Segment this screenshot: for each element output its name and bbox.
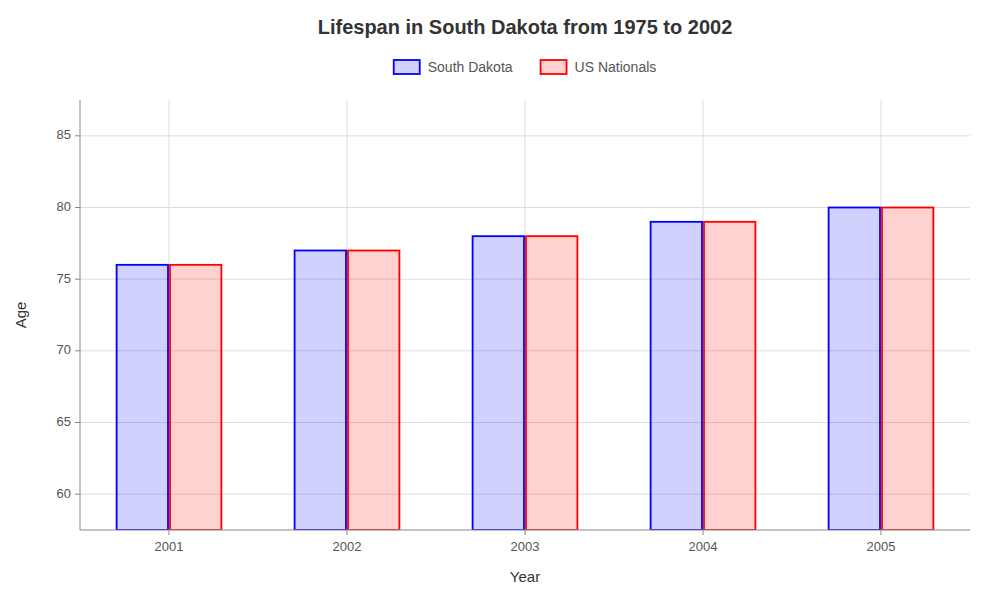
page: {"chart_data": {"type": "bar", "title": … <box>0 0 1000 600</box>
x-tick <box>169 530 170 535</box>
y-tick <box>75 279 80 280</box>
legend-label: US Nationals <box>575 59 657 75</box>
x-tick-label: 2001 <box>155 539 184 554</box>
x-axis: 2001 2002 2003 2004 2005 <box>155 530 896 554</box>
y-tick <box>75 494 80 495</box>
bars <box>117 208 934 531</box>
bar <box>704 222 755 530</box>
y-tick <box>75 422 80 423</box>
y-tick <box>75 135 80 136</box>
x-tick-label: 2003 <box>511 539 540 554</box>
y-tick-label: 85 <box>57 127 71 142</box>
grid <box>80 100 970 530</box>
x-tick-label: 2004 <box>689 539 718 554</box>
y-tick-label: 60 <box>57 486 71 501</box>
chart-container: 60 65 70 75 80 85 2001 2002 2003 2004 2005 Year Age L… <box>0 0 1000 600</box>
bar <box>526 236 577 530</box>
legend: South Dakota US Nationals <box>394 59 657 75</box>
x-tick-label: 2005 <box>867 539 896 554</box>
x-tick <box>347 530 348 535</box>
y-tick <box>75 350 80 351</box>
x-tick-label: 2002 <box>333 539 362 554</box>
title: Lifespan in South Dakota from 1975 to 20… <box>318 16 733 38</box>
bar <box>348 251 399 531</box>
bar <box>295 251 346 531</box>
y-axis-line <box>80 100 81 530</box>
y-axis: 60 65 70 75 80 85 <box>57 127 80 500</box>
bar <box>882 208 933 531</box>
y-tick-label: 70 <box>57 342 71 357</box>
bar <box>829 208 880 531</box>
bar <box>117 265 168 530</box>
legend-item: South Dakota <box>394 59 513 75</box>
bar <box>473 236 524 530</box>
legend-item: US Nationals <box>541 59 657 75</box>
x-tick <box>881 530 882 535</box>
x-axis-label: Year <box>510 568 540 585</box>
y-axis-label: Age <box>12 302 29 329</box>
bar <box>170 265 221 530</box>
legend-swatch <box>394 60 420 74</box>
x-tick <box>525 530 526 535</box>
y-tick-label: 80 <box>57 199 71 214</box>
y-tick-label: 65 <box>57 414 71 429</box>
y-tick <box>75 207 80 208</box>
y-tick-label: 75 <box>57 271 71 286</box>
legend-label: South Dakota <box>428 59 513 75</box>
x-tick <box>703 530 704 535</box>
chart: 60 65 70 75 80 85 2001 2002 2003 2004 2005 Year Age L… <box>0 0 1000 600</box>
legend-swatch <box>541 60 567 74</box>
bar <box>651 222 702 530</box>
